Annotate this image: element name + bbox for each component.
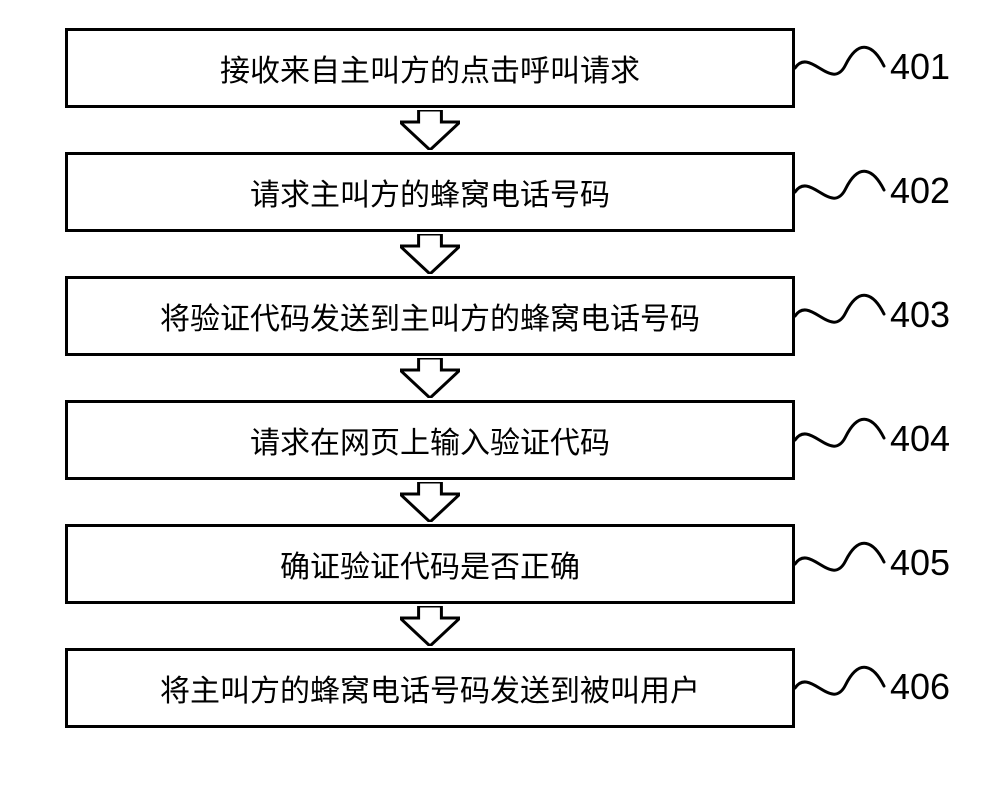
label-connector: [790, 36, 919, 103]
flow-step-text: 请求主叫方的蜂窝电话号码: [250, 170, 610, 214]
flow-step-box: 确证验证代码是否正确: [65, 524, 795, 604]
flowchart-canvas: 接收来自主叫方的点击呼叫请求401 请求主叫方的蜂窝电话号码402 将验证代码发…: [0, 0, 1000, 796]
flow-arrow-down-icon: [400, 482, 460, 527]
label-connector: [790, 532, 919, 599]
flow-arrow-down-icon: [400, 606, 460, 651]
flow-step-text: 接收来自主叫方的点击呼叫请求: [220, 46, 640, 90]
flow-arrow-down-icon: [400, 234, 460, 279]
flow-step-box: 请求主叫方的蜂窝电话号码: [65, 152, 795, 232]
label-connector: [790, 284, 919, 351]
flow-step-text: 请求在网页上输入验证代码: [250, 418, 610, 462]
label-connector: [790, 408, 919, 475]
label-connector: [790, 656, 919, 723]
flow-step-box: 请求在网页上输入验证代码: [65, 400, 795, 480]
flow-step-box: 将主叫方的蜂窝电话号码发送到被叫用户: [65, 648, 795, 728]
flow-step-box: 接收来自主叫方的点击呼叫请求: [65, 28, 795, 108]
flow-step-text: 将主叫方的蜂窝电话号码发送到被叫用户: [160, 666, 700, 710]
flow-arrow-down-icon: [400, 358, 460, 403]
flow-step-text: 确证验证代码是否正确: [280, 542, 580, 586]
label-connector: [790, 160, 919, 227]
flow-arrow-down-icon: [400, 110, 460, 155]
flow-step-text: 将验证代码发送到主叫方的蜂窝电话号码: [160, 294, 700, 338]
flow-step-box: 将验证代码发送到主叫方的蜂窝电话号码: [65, 276, 795, 356]
